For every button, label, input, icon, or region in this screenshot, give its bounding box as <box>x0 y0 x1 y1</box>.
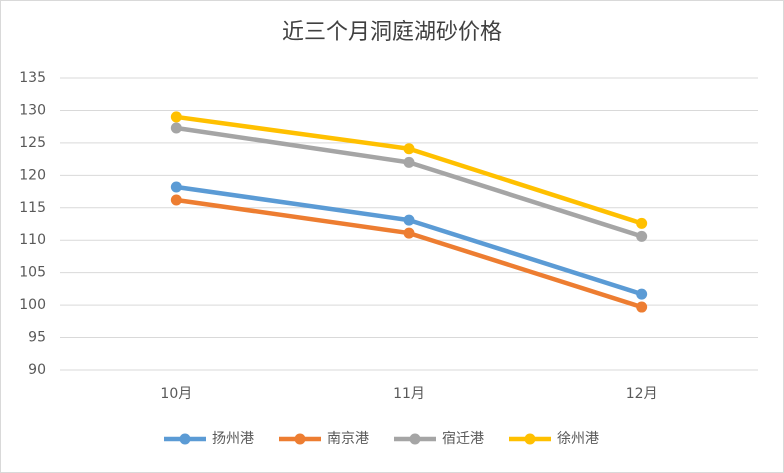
data-point <box>636 217 648 229</box>
chart-title: 近三个月洞庭湖砂价格 <box>282 20 502 45</box>
legend-label: 徐州港 <box>557 431 599 447</box>
y-tick-label: 120 <box>19 167 46 183</box>
data-point <box>170 111 182 123</box>
y-tick-label: 105 <box>19 265 46 281</box>
data-point <box>170 194 182 206</box>
x-tick-label: 12月 <box>626 386 658 402</box>
y-tick-label: 135 <box>19 70 46 86</box>
data-point <box>403 227 415 239</box>
legend-label: 扬州港 <box>212 431 254 447</box>
data-point <box>403 143 415 155</box>
legend-marker <box>409 433 421 445</box>
data-point <box>170 181 182 193</box>
data-point <box>636 288 648 300</box>
legend-marker <box>294 433 306 445</box>
legend-marker <box>179 433 191 445</box>
legend-label: 南京港 <box>327 431 369 447</box>
y-tick-label: 125 <box>19 135 46 151</box>
data-point <box>636 301 648 313</box>
y-tick-label: 90 <box>28 362 46 378</box>
y-tick-label: 115 <box>19 200 46 216</box>
data-point <box>403 214 415 226</box>
y-tick-label: 95 <box>28 330 46 346</box>
x-tick-label: 11月 <box>393 386 425 402</box>
y-tick-label: 100 <box>19 297 46 313</box>
y-tick-label: 110 <box>19 232 46 248</box>
x-tick-label: 10月 <box>160 386 192 402</box>
data-point <box>170 122 182 134</box>
data-point <box>636 230 648 242</box>
legend-label: 宿迁港 <box>442 430 484 447</box>
y-tick-label: 130 <box>19 102 46 118</box>
data-point <box>403 156 415 168</box>
legend-marker <box>524 433 536 445</box>
